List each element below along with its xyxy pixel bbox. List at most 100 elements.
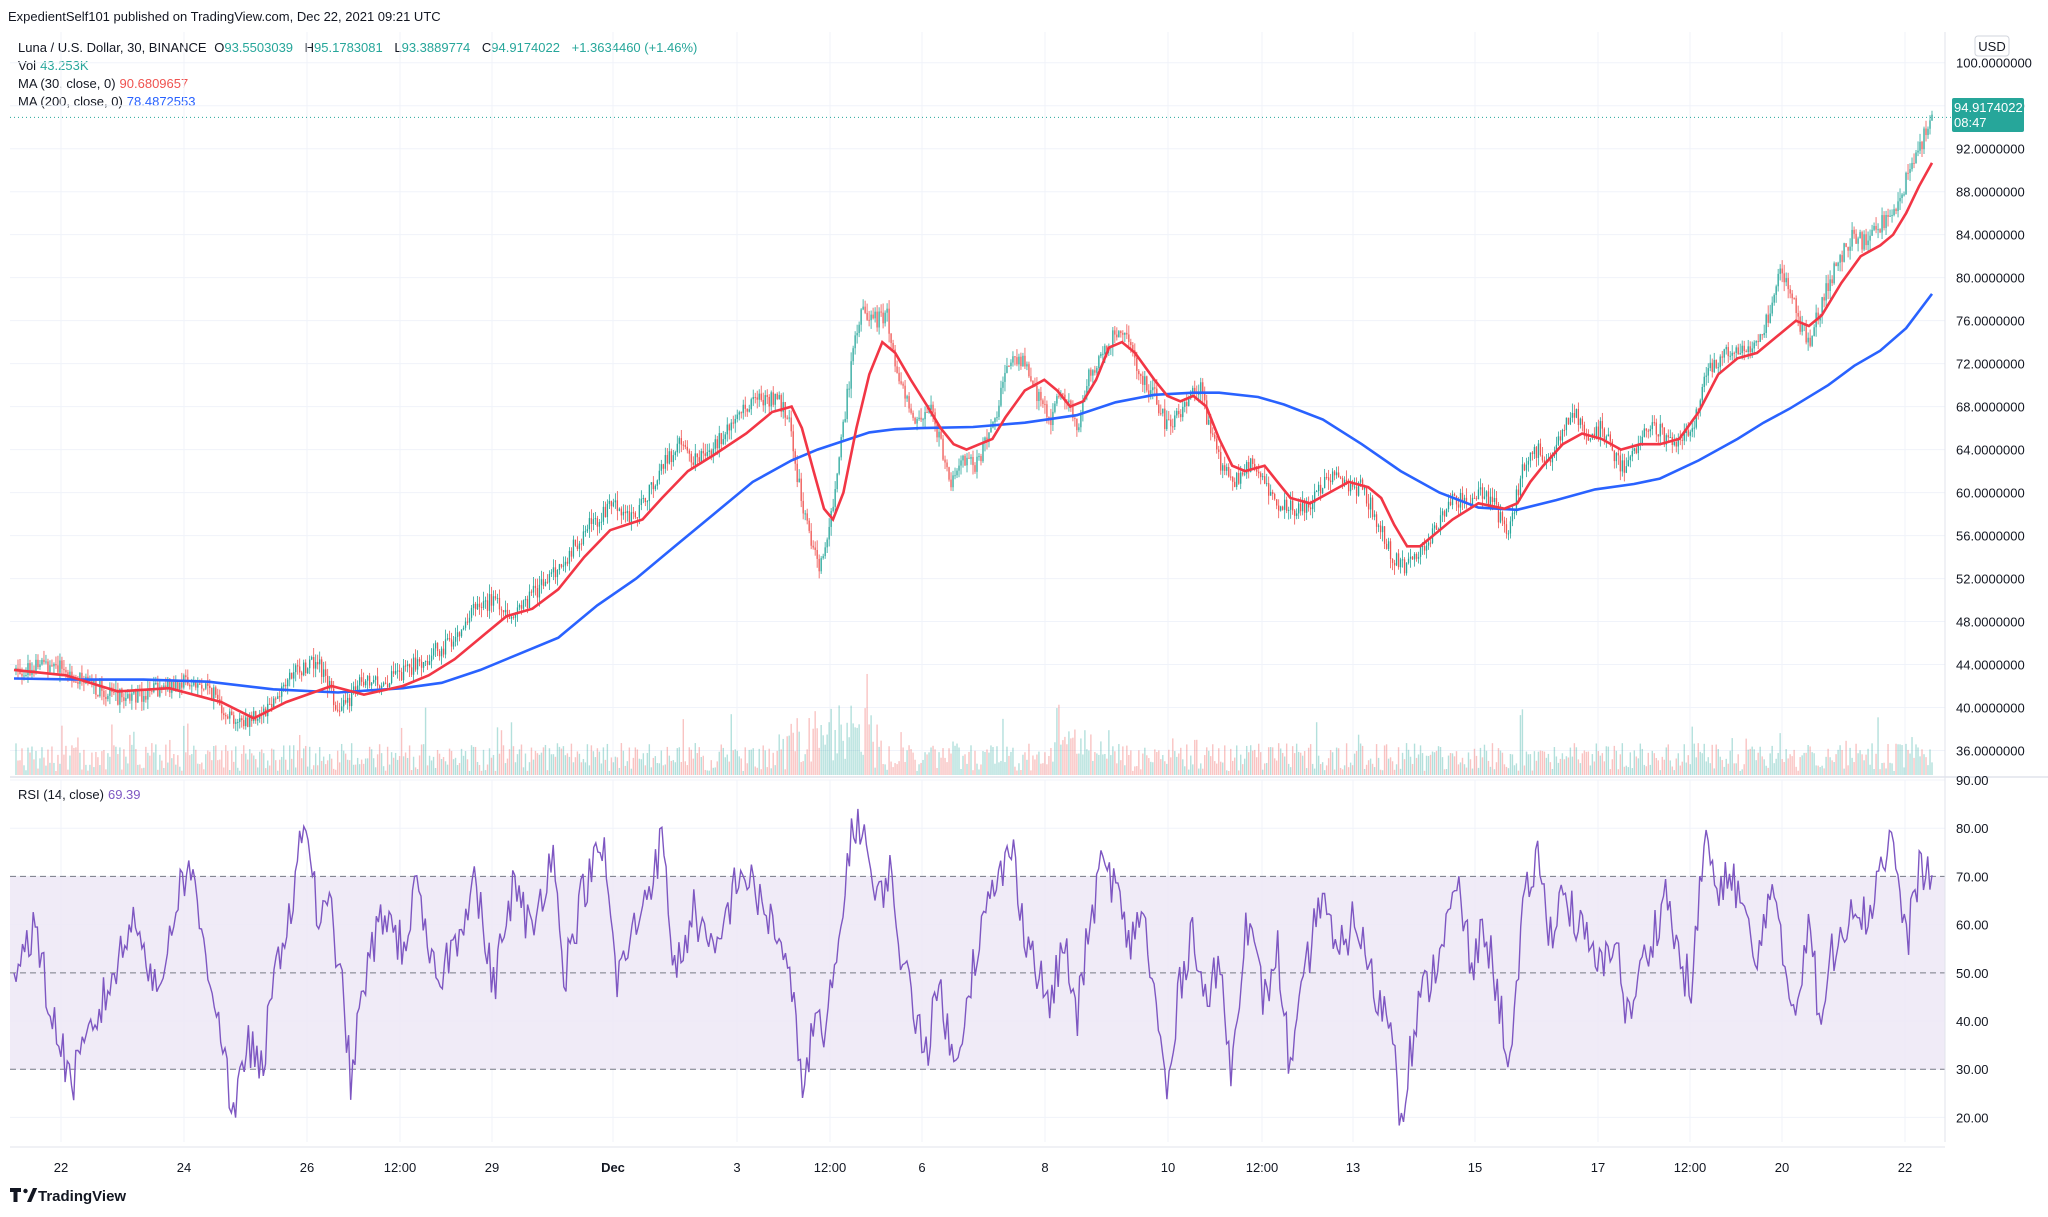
candle-body [1675,442,1677,447]
candle-body [1399,559,1402,568]
candle-body [1124,332,1126,335]
volume-bar [1881,763,1883,775]
candle-body [1669,437,1671,439]
candle-body [974,465,976,472]
candle-body [1637,444,1639,454]
candle-body [1228,466,1230,477]
volume-bar [448,748,451,775]
candle-body [339,710,341,712]
volume-bar [658,763,661,775]
volume-bar [1258,743,1260,775]
candle-body [826,539,828,548]
volume-bar [189,755,191,775]
volume-bar [171,758,173,775]
candle-body [560,564,563,567]
candle-body [35,659,37,672]
volume-bar [1090,734,1092,775]
candle-body [1290,500,1292,510]
candle-body [1419,546,1422,557]
volume-bar [1661,756,1663,775]
candle-body [1573,412,1576,418]
volume-bar [1397,747,1400,775]
volume-bar [392,757,395,775]
volume-bar [334,769,337,775]
volume-bar [1583,750,1586,775]
candle-body [1635,448,1637,454]
volume-bar [674,762,677,775]
volume-bar [1717,749,1719,775]
candle-body [570,550,573,557]
volume-bar [1022,754,1024,775]
candle-body [173,681,175,691]
candle-body [1317,484,1320,492]
last-price-value: 94.9174022 [1954,100,2023,115]
candle-body [980,456,982,462]
volume-bar [1154,749,1156,775]
candle-body [1651,422,1653,430]
candle-body [586,529,589,532]
volume-bar [1389,757,1392,775]
candle-body [990,427,992,433]
volume-bar [1036,754,1038,775]
candle-body [1337,472,1340,478]
candle-body [1086,386,1088,396]
candle-body [1813,327,1815,336]
volume-bar [536,753,539,775]
volume-bar [1795,766,1797,775]
volume-bar [1160,759,1162,775]
volume-bar [1102,754,1104,775]
candle-body [1741,345,1743,354]
volume-bar [1192,764,1194,775]
candle-body [1230,476,1232,478]
volume-bar [418,755,421,775]
volume-bar [227,751,229,775]
volume-bar [308,746,311,775]
candle-body [760,393,762,400]
volume-bar [1401,752,1404,775]
volume-bar [828,722,830,775]
volume-bar [1687,755,1689,775]
volume-bar [1295,743,1298,775]
candle-body [229,711,231,719]
volume-bar [1413,743,1416,775]
last-price-tag [1952,98,2024,132]
candle-body [790,417,792,432]
volume-bar [1232,760,1234,775]
volume-bar [1048,755,1050,775]
volume-bar [1317,755,1320,775]
volume-bar [1885,768,1887,775]
volume-bar [884,764,886,775]
candle-body [404,665,407,667]
candle-body [996,417,998,419]
volume-bar [666,746,669,775]
candle-body [203,688,205,690]
volume-bar [1164,761,1166,775]
volume-bar [1339,767,1342,775]
volume-bar [1611,759,1614,775]
volume-bar [1765,765,1767,775]
candle-body [1807,337,1809,343]
candle-body [998,405,1000,418]
volume-bar [1369,758,1372,775]
candle-body [1569,417,1572,425]
volume-bar [890,761,892,775]
volume-bar [622,750,625,775]
candle-body [167,678,169,688]
volume-bar [215,745,217,775]
volume-bar [1148,758,1150,775]
volume-bar [504,763,507,775]
candle-body [1152,387,1154,391]
volume-bar [338,762,341,775]
candle-body [1881,215,1883,233]
candle-body [1270,491,1272,496]
volume-bar [350,743,353,775]
volume-bar [1076,753,1078,775]
candle-body [810,530,812,546]
volume-bar [1849,747,1851,775]
volume-bar [1759,746,1761,775]
candle-body [1575,409,1578,418]
volume-bar [1757,752,1759,775]
volume-bar [1585,751,1588,775]
candle-body [460,629,463,637]
